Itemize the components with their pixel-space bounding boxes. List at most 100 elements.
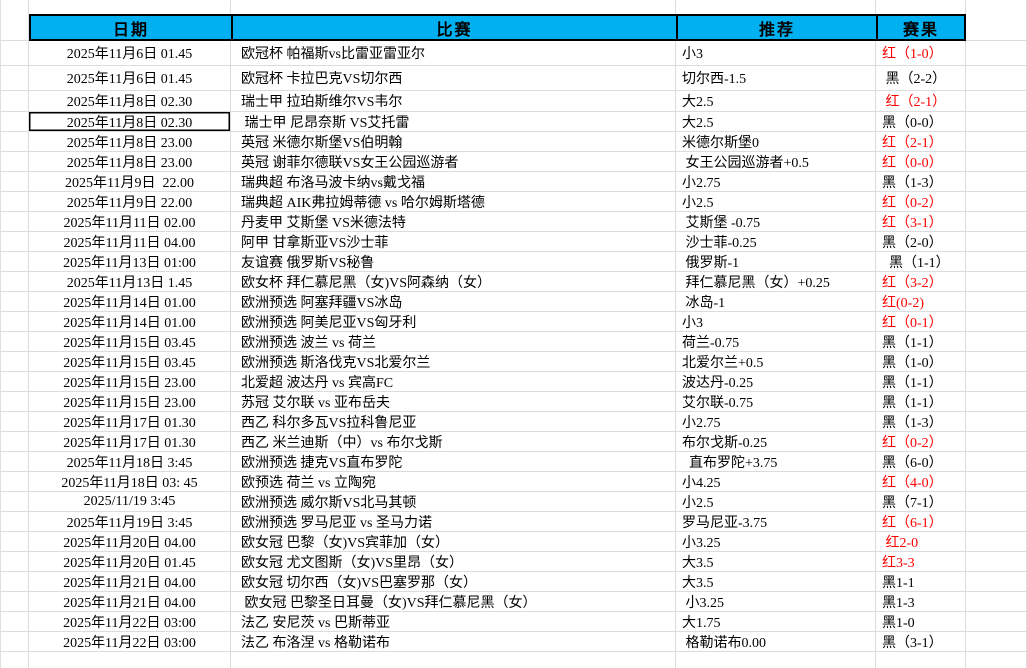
result-cell[interactable]: 红3-3	[876, 552, 966, 572]
tip-cell[interactable]: 大3.5	[676, 572, 876, 592]
tip-cell[interactable]: 艾尔联-0.75	[676, 392, 876, 412]
row-right-empty-cell[interactable]	[966, 392, 1027, 412]
date-cell[interactable]: 2025年11月9日 22.00	[29, 192, 231, 212]
date-cell[interactable]: 2025年11月17日 01.30	[29, 412, 231, 432]
date-cell[interactable]: 2025年11月15日 03.45	[29, 352, 231, 372]
row-gutter-cell[interactable]	[1, 532, 29, 552]
row-gutter-cell[interactable]	[1, 132, 29, 152]
tip-cell[interactable]: 冰岛-1	[676, 292, 876, 312]
tip-cell[interactable]: 大2.5	[676, 91, 876, 112]
date-cell[interactable]: 2025年11月17日 01.30	[29, 432, 231, 452]
row-gutter-cell[interactable]	[1, 192, 29, 212]
tip-cell[interactable]: 波达丹-0.25	[676, 372, 876, 392]
row-right-empty-cell[interactable]	[966, 91, 1027, 112]
row-right-empty-cell[interactable]	[966, 352, 1027, 372]
match-cell[interactable]: 欧洲预选 捷克VS直布罗陀	[231, 452, 676, 472]
result-cell[interactable]: 黑（1-3）	[876, 412, 966, 432]
row-right-empty-cell[interactable]	[966, 272, 1027, 292]
match-cell[interactable]: 瑞典超 布洛马波卡纳vs戴戈福	[231, 172, 676, 192]
match-cell[interactable]: 欧冠杯 卡拉巴克VS切尔西	[231, 66, 676, 91]
match-cell[interactable]: 欧预选 荷兰 vs 立陶宛	[231, 472, 676, 492]
tip-cell[interactable]: 沙士菲-0.25	[676, 232, 876, 252]
row-gutter-cell[interactable]	[1, 91, 29, 112]
result-cell[interactable]: 黑（3-1）	[876, 632, 966, 652]
row-gutter-cell[interactable]	[1, 332, 29, 352]
result-cell[interactable]: 红（0-1）	[876, 312, 966, 332]
result-cell[interactable]: 黑（1-1）	[876, 332, 966, 352]
tip-cell[interactable]: 大2.5	[676, 112, 876, 132]
row-gutter-cell[interactable]	[1, 232, 29, 252]
row-gutter-cell[interactable]	[1, 612, 29, 632]
date-cell[interactable]: 2025年11月15日 23.00	[29, 372, 231, 392]
top-date-cell[interactable]	[29, 0, 231, 14]
row-gutter-cell[interactable]	[1, 372, 29, 392]
date-cell[interactable]: 2025年11月15日 23.00	[29, 392, 231, 412]
result-cell[interactable]: 红（6-1）	[876, 512, 966, 532]
result-cell[interactable]: 黑（0-0）	[876, 112, 966, 132]
row-right-empty-cell[interactable]	[966, 572, 1027, 592]
result-cell[interactable]: 红（1-0）	[876, 41, 966, 66]
result-cell[interactable]: 黑（1-1）	[876, 392, 966, 412]
row-right-empty-cell[interactable]	[966, 632, 1027, 652]
match-cell[interactable]: 法乙 安尼茨 vs 巴斯蒂亚	[231, 612, 676, 632]
row-gutter-cell[interactable]	[1, 212, 29, 232]
date-cell[interactable]: 2025年11月18日 3:45	[29, 452, 231, 472]
row-gutter-cell[interactable]	[1, 552, 29, 572]
row-right-empty-cell[interactable]	[966, 492, 1027, 512]
row-gutter-cell[interactable]	[1, 312, 29, 332]
tip-cell[interactable]: 大3.5	[676, 552, 876, 572]
row-right-empty-cell[interactable]	[966, 432, 1027, 452]
result-cell[interactable]: 红（0-2）	[876, 192, 966, 212]
tip-cell[interactable]: 小2.5	[676, 492, 876, 512]
row-gutter-cell[interactable]	[1, 592, 29, 612]
column-header-date[interactable]: 日期	[29, 14, 231, 41]
row-gutter-cell[interactable]	[1, 512, 29, 532]
match-cell[interactable]: 法乙 布洛涅 vs 格勒诺布	[231, 632, 676, 652]
row-gutter-cell[interactable]	[1, 572, 29, 592]
bottom-right-cell[interactable]	[966, 652, 1027, 668]
date-cell[interactable]: 2025年11月9日 22.00	[29, 172, 231, 192]
result-cell[interactable]: 黑（1-0）	[876, 352, 966, 372]
top-tip-cell[interactable]	[676, 0, 876, 14]
result-cell[interactable]: 红（3-1）	[876, 212, 966, 232]
row-right-empty-cell[interactable]	[966, 112, 1027, 132]
tip-cell[interactable]: 格勒诺布0.00	[676, 632, 876, 652]
row-gutter-cell[interactable]	[1, 392, 29, 412]
row-gutter-cell[interactable]	[1, 492, 29, 512]
row-right-empty-cell[interactable]	[966, 172, 1027, 192]
date-cell[interactable]: 2025年11月6日 01.45	[29, 41, 231, 66]
header-corner-cell[interactable]	[1, 14, 29, 41]
match-cell[interactable]: 英冠 谢菲尔德联VS女王公园巡游者	[231, 152, 676, 172]
tip-cell[interactable]: 罗马尼亚-3.75	[676, 512, 876, 532]
match-cell[interactable]: 欧洲预选 波兰 vs 荷兰	[231, 332, 676, 352]
row-gutter-cell[interactable]	[1, 432, 29, 452]
match-cell[interactable]: 欧洲预选 罗马尼亚 vs 圣马力诺	[231, 512, 676, 532]
row-right-empty-cell[interactable]	[966, 232, 1027, 252]
row-right-empty-cell[interactable]	[966, 212, 1027, 232]
date-cell[interactable]: 2025年11月8日 23.00	[29, 132, 231, 152]
top-gutter-cell[interactable]	[1, 0, 29, 14]
date-cell[interactable]: 2025/11/19 3:45	[29, 492, 231, 512]
row-right-empty-cell[interactable]	[966, 472, 1027, 492]
match-cell[interactable]: 欧洲预选 阿美尼亚VS匈牙利	[231, 312, 676, 332]
date-cell[interactable]: 2025年11月8日 02.30	[29, 112, 231, 132]
result-cell[interactable]: 黑1-3	[876, 592, 966, 612]
row-right-empty-cell[interactable]	[966, 372, 1027, 392]
date-cell[interactable]: 2025年11月11日 02.00	[29, 212, 231, 232]
match-cell[interactable]: 英冠 米德尔斯堡VS伯明翰	[231, 132, 676, 152]
match-cell[interactable]: 欧女冠 切尔西（女)VS巴塞罗那（女）	[231, 572, 676, 592]
match-cell[interactable]: 瑞士甲 拉珀斯维尔VS韦尔	[231, 91, 676, 112]
date-cell[interactable]: 2025年11月8日 02.30	[29, 91, 231, 112]
date-cell[interactable]: 2025年11月15日 03.45	[29, 332, 231, 352]
tip-cell[interactable]: 切尔西-1.5	[676, 66, 876, 91]
row-right-empty-cell[interactable]	[966, 332, 1027, 352]
row-right-empty-cell[interactable]	[966, 412, 1027, 432]
date-cell[interactable]: 2025年11月13日 1.45	[29, 272, 231, 292]
row-right-empty-cell[interactable]	[966, 452, 1027, 472]
tip-cell[interactable]: 小3	[676, 312, 876, 332]
row-gutter-cell[interactable]	[1, 472, 29, 492]
top-result-cell[interactable]	[876, 0, 966, 14]
tip-cell[interactable]: 大1.75	[676, 612, 876, 632]
tip-cell[interactable]: 艾斯堡 -0.75	[676, 212, 876, 232]
tip-cell[interactable]: 小4.25	[676, 472, 876, 492]
